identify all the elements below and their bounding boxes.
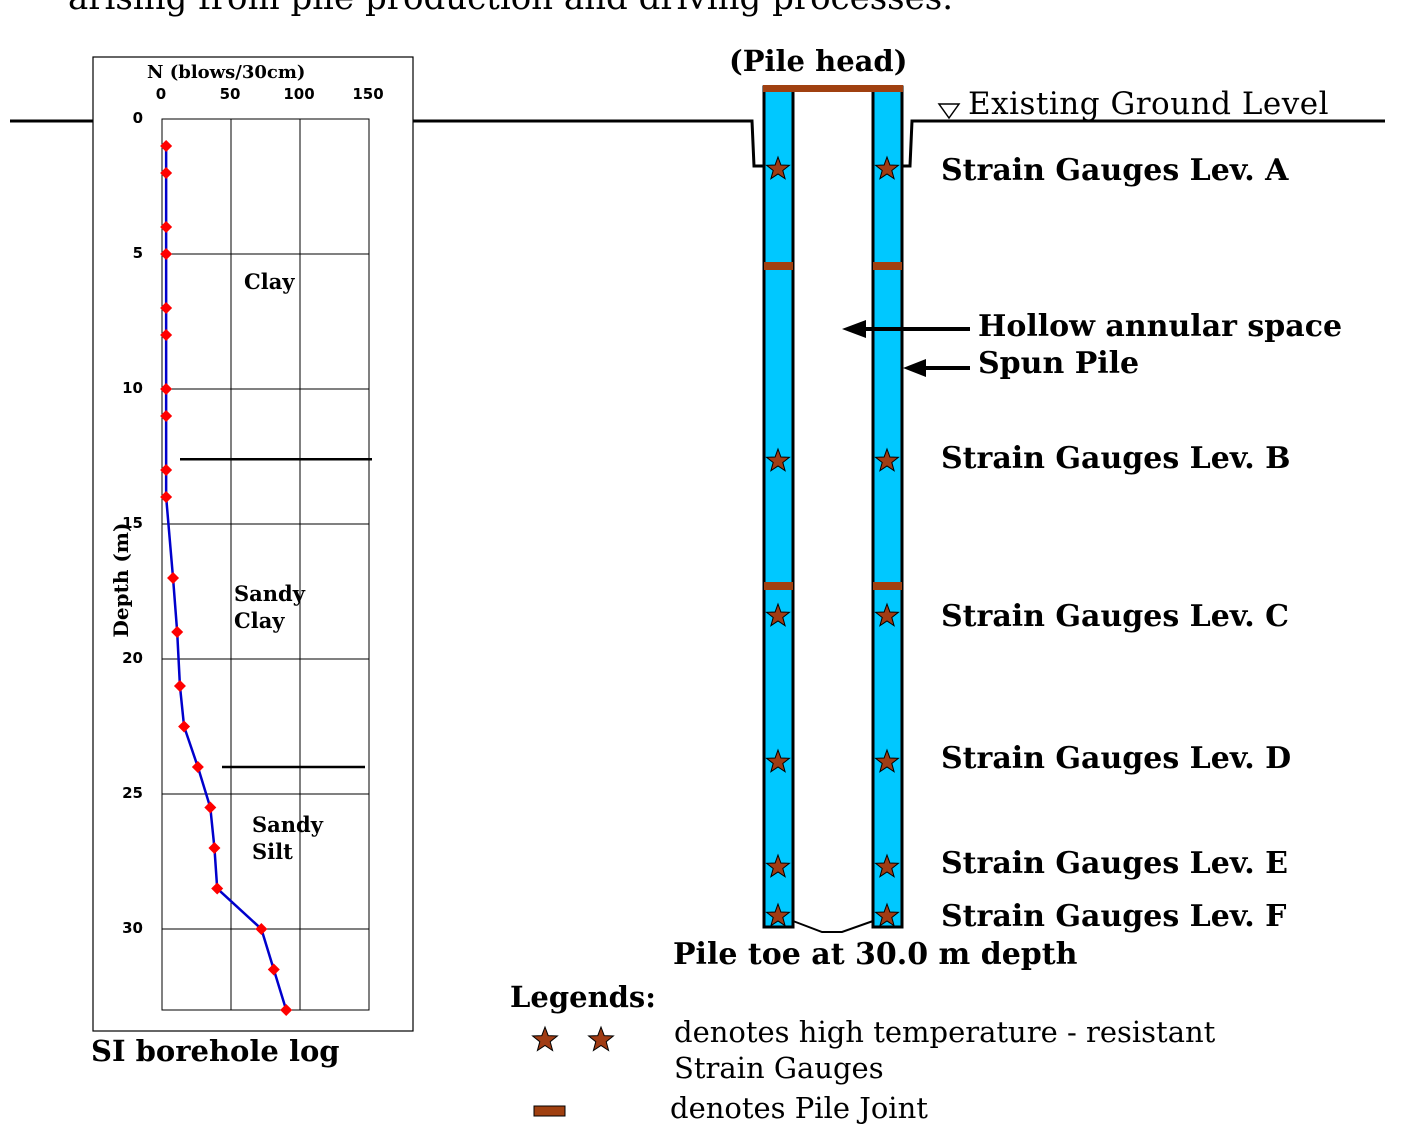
chart-series xyxy=(160,140,293,1016)
strain-gauge-star-icon xyxy=(874,155,900,180)
pile-toe-outline xyxy=(792,920,874,933)
layer-boundaries xyxy=(180,457,372,769)
x-tick-label: 100 xyxy=(283,85,315,103)
gauge-label-a: Strain Gauges Lev. A xyxy=(941,153,1289,188)
legend-title: Legends: xyxy=(510,980,656,1014)
y-tick-label: 30 xyxy=(122,919,143,937)
y-tick-label: 5 xyxy=(132,244,143,262)
n-value-point xyxy=(211,882,224,895)
n-value-point xyxy=(267,963,280,976)
n-value-point xyxy=(167,572,180,584)
n-value-point xyxy=(160,383,173,395)
strain-gauge-star-icon xyxy=(874,748,900,773)
ground-level-label: Existing Ground Level xyxy=(968,86,1330,122)
gauge-label-c: Strain Gauges Lev. C xyxy=(941,599,1290,634)
layer-label-sandy-silt: Sandy Silt xyxy=(252,812,323,864)
pile-head-cap xyxy=(763,85,903,92)
n-value-point xyxy=(171,626,184,638)
gauge-label-f: Strain Gauges Lev. F xyxy=(941,899,1287,934)
pile-wall-left xyxy=(762,85,795,929)
hollow-space-arrow xyxy=(842,320,970,338)
n-value-point xyxy=(160,329,173,341)
pile-head-label: (Pile head) xyxy=(729,44,908,78)
n-value-point xyxy=(255,923,268,935)
n-value-point xyxy=(160,302,173,314)
pile-joint xyxy=(764,582,793,590)
n-value-point xyxy=(160,410,173,422)
n-value-point xyxy=(160,140,173,152)
legend-joint-text: denotes Pile Joint xyxy=(670,1091,928,1125)
pile-joint xyxy=(873,582,902,590)
y-tick-label: 15 xyxy=(122,514,143,532)
strain-gauge-star-icon xyxy=(765,748,791,773)
y-tick-label: 25 xyxy=(122,784,143,802)
chart-grid xyxy=(161,118,370,1011)
strain-gauge-star-icon xyxy=(874,853,900,878)
layer-label-sandy-clay: Sandy Clay xyxy=(234,581,305,633)
legend-joint-symbol xyxy=(533,1105,566,1117)
x-tick-label: 0 xyxy=(155,85,167,103)
strain-gauge-star-icon xyxy=(874,902,900,927)
y-tick-label: 20 xyxy=(122,649,143,667)
chart-x-axis-title: N (blows/30cm) xyxy=(147,62,306,83)
strain-gauge-star-icon xyxy=(874,447,900,472)
top-caption: arising from pile production and driving… xyxy=(68,0,953,18)
ground-line-right xyxy=(902,119,1385,168)
strain-gauge-star-icon xyxy=(765,602,791,627)
strain-gauge-star-icon xyxy=(874,602,900,627)
legend-gauge-symbols xyxy=(531,1025,615,1052)
spun-pile-drawing xyxy=(762,85,904,933)
n-value-point xyxy=(160,221,173,233)
pile-joint xyxy=(873,262,902,270)
strain-gauge-star-icon xyxy=(765,447,791,472)
n-value-point xyxy=(160,167,173,179)
legend-gauge-text: denotes high temperature - resistant Str… xyxy=(674,1015,1216,1085)
n-value-point xyxy=(178,720,191,733)
layer-label-clay: Clay xyxy=(244,269,295,294)
n-value-point xyxy=(191,761,204,773)
gauge-label-b: Strain Gauges Lev. B xyxy=(941,441,1291,476)
pile-toe-label: Pile toe at 30.0 m depth xyxy=(673,937,1078,972)
strain-gauge-star-icon xyxy=(765,853,791,878)
x-tick-label: 150 xyxy=(352,85,384,103)
n-value-point xyxy=(160,248,173,260)
borehole-caption: SI borehole log xyxy=(91,1034,340,1068)
pile-joint xyxy=(764,262,793,270)
y-tick-label: 10 xyxy=(122,379,143,397)
hollow-space-label: Hollow annular space xyxy=(978,309,1343,344)
borehole-frame xyxy=(92,56,414,1032)
legend-star-icon xyxy=(587,1025,615,1052)
gauge-label-e: Strain Gauges Lev. E xyxy=(941,846,1289,881)
spun-pile-label: Spun Pile xyxy=(978,346,1140,381)
n-value-point xyxy=(160,464,173,476)
x-tick-label: 50 xyxy=(219,85,241,103)
pile-wall-right xyxy=(871,85,904,929)
n-value-point xyxy=(280,1004,293,1016)
strain-gauge-star-icon xyxy=(765,155,791,180)
ground-line-middle xyxy=(413,119,764,168)
ground-level-marker-icon xyxy=(937,103,961,120)
n-value-point xyxy=(208,842,221,854)
chart-y-axis-title: Depth (m) xyxy=(109,522,133,638)
gauge-label-d: Strain Gauges Lev. D xyxy=(941,741,1292,776)
n-value-point xyxy=(173,680,186,692)
strain-gauge-star-icon xyxy=(765,902,791,927)
legend-star-icon xyxy=(531,1025,559,1052)
y-tick-label: 0 xyxy=(132,109,143,127)
n-value-point xyxy=(204,801,217,814)
spun-pile-arrow xyxy=(903,359,970,377)
n-value-point xyxy=(160,491,173,503)
